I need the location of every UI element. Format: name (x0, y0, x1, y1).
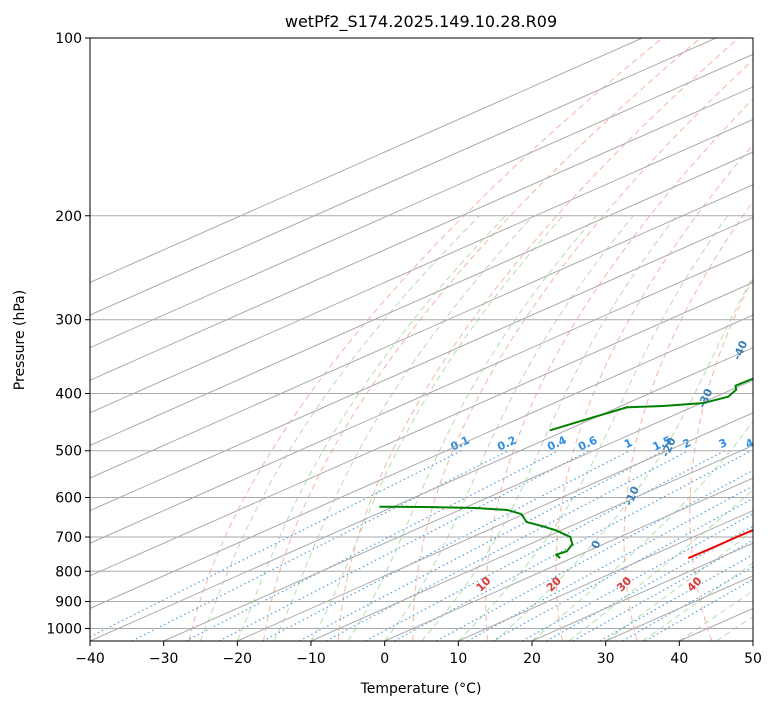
x-tick-label: 10 (449, 651, 467, 667)
x-axis-ticks: −40 −30 −20 −10 0 10 20 30 40 50 (75, 641, 762, 667)
pressure-gridlines (90, 38, 753, 629)
x-tick-label: 50 (744, 651, 762, 667)
mixing-ratio-line (90, 450, 462, 638)
chart-title: wetPf2_S174.2025.149.10.28.R09 (285, 12, 557, 32)
isotherm-line (90, 86, 753, 381)
mixing-ratio-line (572, 539, 753, 641)
mixing-ratio-line (365, 450, 725, 641)
mixing-ratio-line (262, 450, 631, 641)
dewpoint-line (379, 505, 574, 559)
dry-adiabat-line (623, 200, 753, 641)
moist-adiabat-line (200, 215, 480, 641)
isotherms (90, 38, 753, 641)
x-tick-label: −40 (75, 651, 105, 667)
mixing-ratio-line (298, 450, 664, 641)
mixing-ratio-line (644, 578, 753, 641)
isotherm-line (384, 477, 753, 641)
y-tick-label: 200 (55, 209, 82, 225)
isotherm-line (90, 38, 643, 283)
isotherm-line (90, 314, 753, 609)
y-tick-label: 100 (55, 31, 82, 47)
x-tick-label: 0 (380, 651, 389, 667)
moist-adiabat-line (273, 215, 534, 641)
x-axis-title: Temperature (°C) (360, 681, 482, 697)
isotherm-label: -50 (767, 290, 775, 314)
moist-adiabat-line (605, 530, 753, 641)
y-tick-label: 300 (55, 313, 82, 329)
isotherm-line (90, 216, 753, 512)
plot-frame (89, 37, 754, 642)
mixing-ratio-line (325, 450, 689, 641)
mixing-ratio-label: 4 (743, 436, 756, 451)
mixing-ratio-line (131, 450, 509, 641)
dry-adiabat-line (412, 59, 753, 641)
x-tick-label: −10 (296, 651, 326, 667)
x-tick-label: −30 (149, 651, 179, 667)
y-tick-label: 1000 (46, 621, 82, 637)
moist-adiabat-line (236, 215, 506, 641)
isotherm-line (90, 249, 753, 544)
y-tick-label: 700 (55, 530, 82, 546)
isotherm-line (237, 412, 753, 641)
isotherm-line (163, 379, 753, 641)
y-axis-ticks: 100 200 300 400 500 600 700 800 900 1000 (46, 31, 90, 637)
y-tick-label: 800 (55, 564, 82, 580)
isotherm-line (458, 510, 753, 641)
isotherm-line (90, 53, 753, 349)
moist-adiabat-line (310, 215, 564, 641)
dry-adiabat-line (689, 277, 753, 641)
profile-series (379, 377, 753, 560)
isotherm-line (90, 281, 753, 577)
mixing-ratio-line (436, 469, 753, 641)
isotherm-line (310, 444, 753, 641)
x-tick-label: −20 (223, 651, 253, 667)
dry-adiabat-line (754, 38, 775, 641)
isotherm-line (90, 38, 717, 316)
isotherm-line (752, 640, 753, 641)
dry-adiabat-line (263, 38, 701, 641)
y-tick-label: 400 (55, 387, 82, 403)
x-tick-label: 20 (523, 651, 541, 667)
y-tick-label: 500 (55, 444, 82, 460)
isotherm-line (90, 151, 753, 446)
mixing-ratio-line (218, 450, 590, 641)
dry-adiabat-line (555, 144, 753, 641)
x-tick-label: 30 (597, 651, 615, 667)
moist-adiabat-line (421, 215, 677, 641)
y-axis-title: Pressure (hPa) (12, 290, 28, 390)
mixing-ratio-line (599, 553, 753, 641)
isotherm-line (90, 347, 753, 641)
moist-adiabat-line (347, 215, 597, 641)
isotherm-line (90, 118, 753, 414)
y-tick-label: 900 (55, 594, 82, 610)
moist-adiabat-line (642, 562, 753, 641)
y-tick-label: 600 (55, 490, 82, 506)
x-tick-label: 40 (670, 651, 688, 667)
dewpoint-line (549, 377, 753, 432)
dry-adiabat-line (188, 38, 663, 641)
isotherm-line (90, 184, 753, 479)
mixing-ratio-line (467, 485, 753, 641)
plot-background (90, 38, 753, 641)
moist-adiabat-line (457, 215, 729, 641)
